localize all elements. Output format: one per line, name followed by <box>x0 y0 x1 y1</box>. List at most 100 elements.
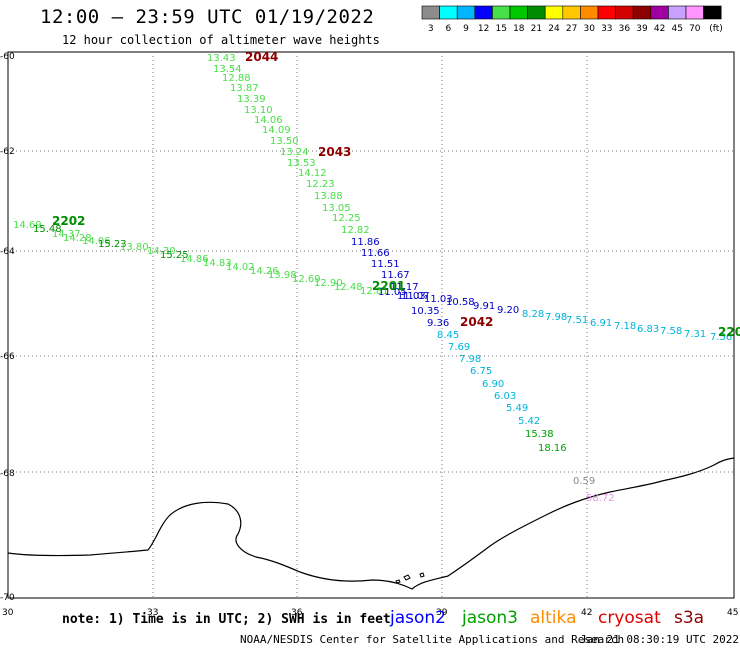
swh-value: 11.17 <box>390 282 419 293</box>
swh-value: 7.31 <box>684 329 706 340</box>
swh-value: 12.82 <box>341 225 370 236</box>
legend-swatch <box>544 5 564 20</box>
swh-value: 14.09 <box>262 125 291 136</box>
swh-value: 14.02 <box>226 262 255 273</box>
swh-value: 13.98 <box>268 270 297 281</box>
legend-swatch <box>439 5 458 20</box>
latitude-label: -60 <box>0 52 15 62</box>
satellite-jason3: jason3 <box>462 608 518 628</box>
swh-value: 7.98 <box>459 354 481 365</box>
pass-id-label: 2042 <box>460 315 493 329</box>
swh-value: 6.75 <box>470 366 492 377</box>
swh-value: 13.39 <box>237 94 266 105</box>
latitude-label: -62 <box>0 147 15 157</box>
swh-value: 14.28 <box>63 233 92 244</box>
latitude-label: -64 <box>0 247 15 257</box>
swh-value: 13.50 <box>270 136 299 147</box>
swh-value: 0.59 <box>573 476 595 487</box>
swh-value: 13.80 <box>120 242 149 253</box>
swh-value: 7.18 <box>614 321 636 332</box>
swh-value: 13.88 <box>314 191 343 202</box>
legend-swatch <box>597 5 616 20</box>
swh-value: 15.25 <box>160 250 189 261</box>
legend-label: 18 <box>513 24 525 34</box>
legend-label: 6 <box>446 24 452 34</box>
legend-unit: (ft) <box>709 24 723 34</box>
swh-value: 12.90 <box>314 278 343 289</box>
legend-label: 15 <box>495 24 506 34</box>
swh-value: 12.88 <box>222 73 251 84</box>
legend-label: 30 <box>583 24 595 34</box>
color-legend: 3 6 9 12 15 18 21 24 27 30 33 36 39 42 45 70 (ft) <box>421 5 723 34</box>
swh-value: 13.54 <box>213 64 242 75</box>
swh-value: 14.06 <box>254 115 283 126</box>
legend-label: 9 <box>463 24 469 34</box>
legend-swatch <box>650 5 669 20</box>
pass-labels: 2044 2043 2202 2201 2042 220 <box>52 50 740 339</box>
swh-value: 15.23 <box>98 239 127 250</box>
swh-value: 7.56 <box>710 332 732 343</box>
legend-label: 12 <box>478 24 489 34</box>
swh-value: 12.25 <box>332 213 361 224</box>
satellite-altika: altika <box>530 608 577 628</box>
legend-swatch <box>615 5 634 20</box>
legend-swatch <box>474 5 493 20</box>
legend-swatch <box>703 5 722 20</box>
swh-value: 14.12 <box>298 168 327 179</box>
swh-value: 8.28 <box>522 309 544 320</box>
swh-value: 13.24 <box>280 147 309 158</box>
satellite-s3a: s3a <box>674 608 705 628</box>
wave-height-observations: 13.4313.5412.8813.8713.3913.1014.0614.09… <box>13 53 732 504</box>
swh-value: 12.48 <box>334 282 363 293</box>
legend-swatch <box>580 5 599 20</box>
swh-value: 5.49 <box>506 403 528 414</box>
legend-label: 27 <box>566 24 577 34</box>
legend-label: 21 <box>531 24 542 34</box>
swh-value: 11.51 <box>371 259 400 270</box>
swh-value: 13.05 <box>322 203 351 214</box>
latitude-label: -70 <box>0 593 15 603</box>
swh-value: 18.16 <box>538 443 567 454</box>
graticule <box>8 52 734 598</box>
swh-value: 10.35 <box>411 306 440 317</box>
swh-value: 9.20 <box>497 305 519 316</box>
satellite-jason2: jason2 <box>390 608 446 628</box>
swh-value: 12.69 <box>292 274 321 285</box>
pass-id-label: 2044 <box>245 50 278 64</box>
swh-value: 11.05 <box>378 287 407 298</box>
longitude-label: 36 <box>291 608 303 618</box>
swh-value: 11.66 <box>361 248 390 259</box>
legend-label: 24 <box>548 24 560 34</box>
legend-swatch <box>562 5 581 20</box>
pass-id-label: 220 <box>718 325 740 339</box>
swh-value: 8.45 <box>437 330 459 341</box>
legend-label: 36 <box>619 24 631 34</box>
legend-swatch <box>527 5 546 20</box>
swh-value: 6.90 <box>482 379 504 390</box>
swh-value: 10.58 <box>446 297 475 308</box>
longitude-label: 42 <box>581 608 592 618</box>
swh-value: 11.86 <box>351 237 380 248</box>
legend-label: 45 <box>671 24 682 34</box>
swh-value: 15.48 <box>33 224 62 235</box>
swh-value: 9.36 <box>427 318 449 329</box>
longitude-label: 30 <box>2 608 14 618</box>
swh-value: 6.03 <box>494 391 516 402</box>
swh-value: 11.03 <box>424 294 453 305</box>
pass-id-label: 2201 <box>372 279 405 293</box>
swh-value: 14.83 <box>203 258 232 269</box>
map-frame <box>7 51 735 599</box>
swh-value: 14.37 <box>52 229 81 240</box>
pass-id-label: 2202 <box>52 214 85 228</box>
swh-value: 13.10 <box>244 105 273 116</box>
generated-timestamp: Jan 21 08:30:19 UTC 2022 <box>580 633 739 646</box>
swh-value: 7.98 <box>545 312 567 323</box>
legend-swatch <box>456 5 476 20</box>
legend-swatch <box>632 5 652 20</box>
legend-swatch <box>509 5 528 20</box>
swh-value: 11.07 <box>401 291 430 302</box>
swh-value: 13.87 <box>230 83 259 94</box>
legend-label: 39 <box>636 24 648 34</box>
map-title: 12:00 – 23:59 UTC 01/19/2022 <box>40 6 375 28</box>
